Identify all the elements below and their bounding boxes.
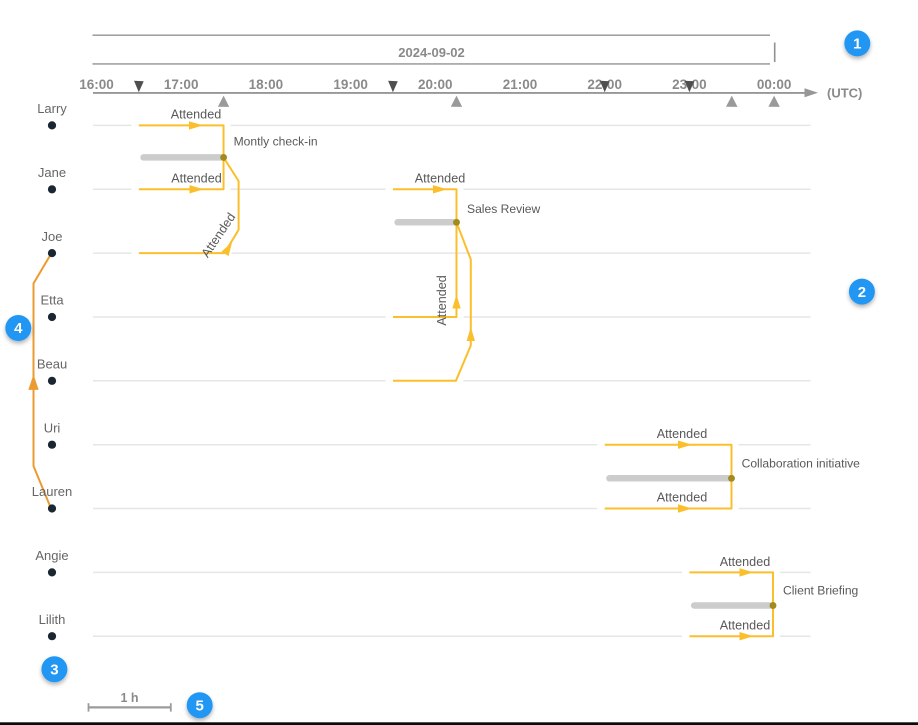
svg-text:Attended: Attended — [720, 619, 770, 633]
svg-text:Jane: Jane — [38, 165, 66, 180]
svg-text:Uri: Uri — [44, 420, 61, 435]
svg-text:Larry: Larry — [37, 101, 67, 116]
svg-text:Attended: Attended — [171, 107, 221, 121]
svg-text:1 h: 1 h — [120, 691, 138, 705]
svg-text:20:00: 20:00 — [418, 77, 453, 92]
svg-text:Angie: Angie — [35, 548, 68, 563]
svg-text:2: 2 — [858, 284, 866, 301]
svg-text:Sales Review: Sales Review — [467, 202, 541, 216]
svg-text:Collaboration initiative: Collaboration initiative — [742, 457, 861, 471]
svg-text:00:00: 00:00 — [757, 77, 792, 92]
svg-text:Attended: Attended — [415, 171, 465, 185]
svg-text:Lauren: Lauren — [32, 484, 72, 499]
svg-text:Attended: Attended — [720, 555, 770, 569]
svg-text:2024-09-02: 2024-09-02 — [398, 45, 465, 60]
svg-text:17:00: 17:00 — [164, 77, 199, 92]
svg-text:Lilith: Lilith — [39, 612, 66, 627]
svg-text:Attended: Attended — [657, 427, 707, 441]
svg-text:3: 3 — [50, 661, 58, 678]
svg-text:18:00: 18:00 — [249, 77, 284, 92]
svg-text:Attended: Attended — [435, 275, 449, 325]
svg-text:16:00: 16:00 — [79, 77, 114, 92]
svg-text:5: 5 — [196, 697, 204, 714]
svg-text:Etta: Etta — [40, 293, 64, 308]
svg-text:1: 1 — [853, 36, 861, 53]
svg-text:19:00: 19:00 — [333, 77, 368, 92]
svg-text:Attended: Attended — [171, 171, 221, 185]
svg-text:Joe: Joe — [42, 229, 63, 244]
svg-text:Attended: Attended — [657, 491, 707, 505]
svg-text:(UTC): (UTC) — [827, 86, 862, 101]
svg-text:Client Briefing: Client Briefing — [783, 584, 858, 598]
svg-text:Montly check-in: Montly check-in — [234, 134, 318, 148]
svg-text:21:00: 21:00 — [503, 77, 538, 92]
svg-text:4: 4 — [14, 320, 23, 337]
svg-text:Beau: Beau — [37, 357, 67, 372]
